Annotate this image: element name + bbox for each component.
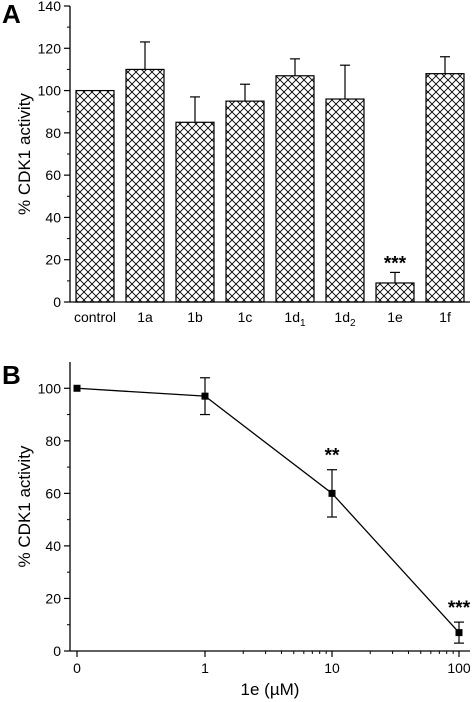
panel-a-x-tick-labels: control 1a 1b 1c 1d1 1d2 1e 1f <box>74 309 451 329</box>
panel-b-y-ticks: 0 20 40 60 80 100 <box>38 380 70 659</box>
panel-a-annotations: *** <box>384 253 407 274</box>
y-tick-label: 80 <box>45 125 61 141</box>
panel-b-x-ticks: 0 1 10 100 <box>73 651 471 676</box>
panel-b-letter: B <box>2 360 21 390</box>
x-tick-label: 1 <box>201 660 209 676</box>
x-tick-label: 100 <box>447 660 471 676</box>
significance-label: ** <box>325 446 340 467</box>
data-point <box>201 392 209 400</box>
panel-a-y-axis-title: % CDK1 activity <box>15 93 34 215</box>
bar <box>225 100 265 303</box>
data-point <box>455 629 463 637</box>
significance-label: *** <box>384 253 407 274</box>
panel-b-series-line <box>76 387 460 634</box>
x-tick-label: 1f <box>439 309 451 325</box>
y-tick-label: 0 <box>53 643 61 659</box>
bar <box>125 68 165 303</box>
panel-a-bar-chart: A *** 0 20 40 60 80 100 120 140 control 1a 1b 1c 1d… <box>2 0 470 329</box>
panel-b-x-axis-title: 1e (µM) <box>241 680 300 699</box>
x-tick-label: 1d1 <box>284 309 306 329</box>
bar <box>325 98 365 303</box>
panel-a-y-ticks: 0 20 40 60 80 100 120 140 <box>38 0 70 310</box>
bar <box>425 73 465 303</box>
y-tick-label: 140 <box>38 0 62 14</box>
panel-a-error-bars <box>140 41 450 283</box>
x-tick-label: 1d2 <box>334 309 356 329</box>
bar <box>375 282 415 303</box>
y-tick-label: 120 <box>38 40 62 56</box>
bar <box>175 121 215 303</box>
panel-b-annotations: ***** <box>325 446 471 619</box>
y-tick-label: 40 <box>45 209 61 225</box>
x-tick-label: 0 <box>73 660 81 676</box>
data-point <box>73 384 81 392</box>
y-tick-label: 40 <box>45 538 61 554</box>
panel-b-y-axis-title: % CDK1 activity <box>15 445 34 567</box>
x-tick-label: 10 <box>324 660 340 676</box>
y-tick-label: 0 <box>53 294 61 310</box>
x-tick-label: control <box>74 309 116 325</box>
data-point <box>328 489 336 497</box>
y-tick-label: 60 <box>45 167 61 183</box>
panel-a-bars <box>75 68 465 303</box>
panel-a-letter: A <box>2 0 21 29</box>
y-tick-label: 100 <box>38 83 62 99</box>
x-tick-label: 1e <box>387 309 403 325</box>
x-tick-label: 1b <box>187 309 203 325</box>
bar <box>75 89 115 303</box>
x-tick-label: 1c <box>238 309 253 325</box>
panel-b-points <box>73 384 463 637</box>
y-tick-label: 20 <box>45 252 61 268</box>
significance-label: *** <box>448 598 471 619</box>
y-tick-label: 100 <box>38 380 62 396</box>
y-tick-label: 80 <box>45 433 61 449</box>
panel-b-error-bars <box>200 377 464 644</box>
y-tick-label: 20 <box>45 590 61 606</box>
x-tick-subscript: 1 <box>300 318 306 329</box>
x-tick-label: 1a <box>137 309 153 325</box>
x-tick-subscript: 2 <box>350 318 356 329</box>
y-tick-label: 60 <box>45 485 61 501</box>
bar <box>275 75 315 303</box>
